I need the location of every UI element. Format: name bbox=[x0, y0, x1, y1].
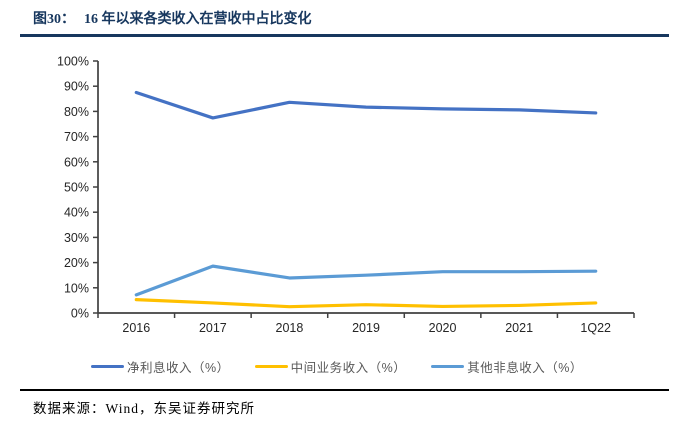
legend-label: 中间业务收入（%） bbox=[290, 361, 407, 375]
x-axis-tick-label: 2018 bbox=[276, 321, 304, 335]
y-axis-tick-label: 80% bbox=[64, 105, 89, 119]
y-axis-tick-label: 40% bbox=[64, 206, 89, 220]
title-divider bbox=[20, 34, 669, 37]
data-source: 数据来源：Wind，东吴证券研究所 bbox=[33, 397, 255, 417]
legend-item-2: 其他非息收入（%） bbox=[431, 357, 583, 376]
x-axis-tick-label: 2021 bbox=[505, 321, 533, 335]
legend-line-swatch bbox=[254, 364, 288, 369]
legend-line-swatch bbox=[91, 364, 124, 369]
legend-line-swatch bbox=[431, 364, 465, 369]
x-axis-tick-label: 2016 bbox=[122, 321, 150, 335]
line-chart: 0% 10% 20% 30% 40% 50% 60% 70% 80% 90% 100% 2016 201… bbox=[57, 55, 635, 335]
y-axis-tick-label: 10% bbox=[64, 281, 89, 295]
y-axis-tick-label: 60% bbox=[64, 155, 89, 169]
series-line-0 bbox=[134, 90, 598, 120]
y-axis-tick-label: 30% bbox=[64, 231, 89, 245]
legend-label: 其他非息收入（%） bbox=[467, 361, 583, 375]
footer-divider bbox=[20, 389, 669, 391]
x-axis-tick-label: 2019 bbox=[352, 321, 380, 335]
legend-item-1: 中间业务收入（%） bbox=[254, 357, 407, 376]
y-axis-tick-label: 20% bbox=[64, 256, 89, 270]
y-axis-tick-label: 90% bbox=[64, 80, 89, 94]
x-axis-tick-label: 2020 bbox=[429, 321, 457, 335]
series-line-2 bbox=[134, 264, 598, 297]
data-source-text: 数据来源：Wind，东吴证券研究所 bbox=[33, 401, 255, 416]
figure-title-text: 16 年以来各类收入在营收中占比变化 bbox=[84, 12, 312, 27]
y-axis-tick-label: 0% bbox=[71, 307, 89, 321]
figure-title: 图30： 16 年以来各类收入在营收中占比变化 bbox=[33, 8, 663, 28]
y-axis-tick-label: 100% bbox=[57, 55, 89, 69]
legend-label: 净利息收入（%） bbox=[127, 361, 230, 375]
chart-legend: 净利息收入（%） 中间业务收入（%） 其他非息收入（%） bbox=[91, 357, 583, 376]
x-axis-tick-label: 1Q22 bbox=[580, 321, 611, 335]
y-axis-tick-label: 70% bbox=[64, 130, 89, 144]
legend-item-0: 净利息收入（%） bbox=[91, 357, 230, 376]
series-line-1 bbox=[134, 298, 598, 309]
figure-number-label: 图30： bbox=[33, 12, 75, 27]
x-axis-tick-label: 2017 bbox=[199, 321, 227, 335]
y-axis-tick-label: 50% bbox=[64, 181, 89, 195]
